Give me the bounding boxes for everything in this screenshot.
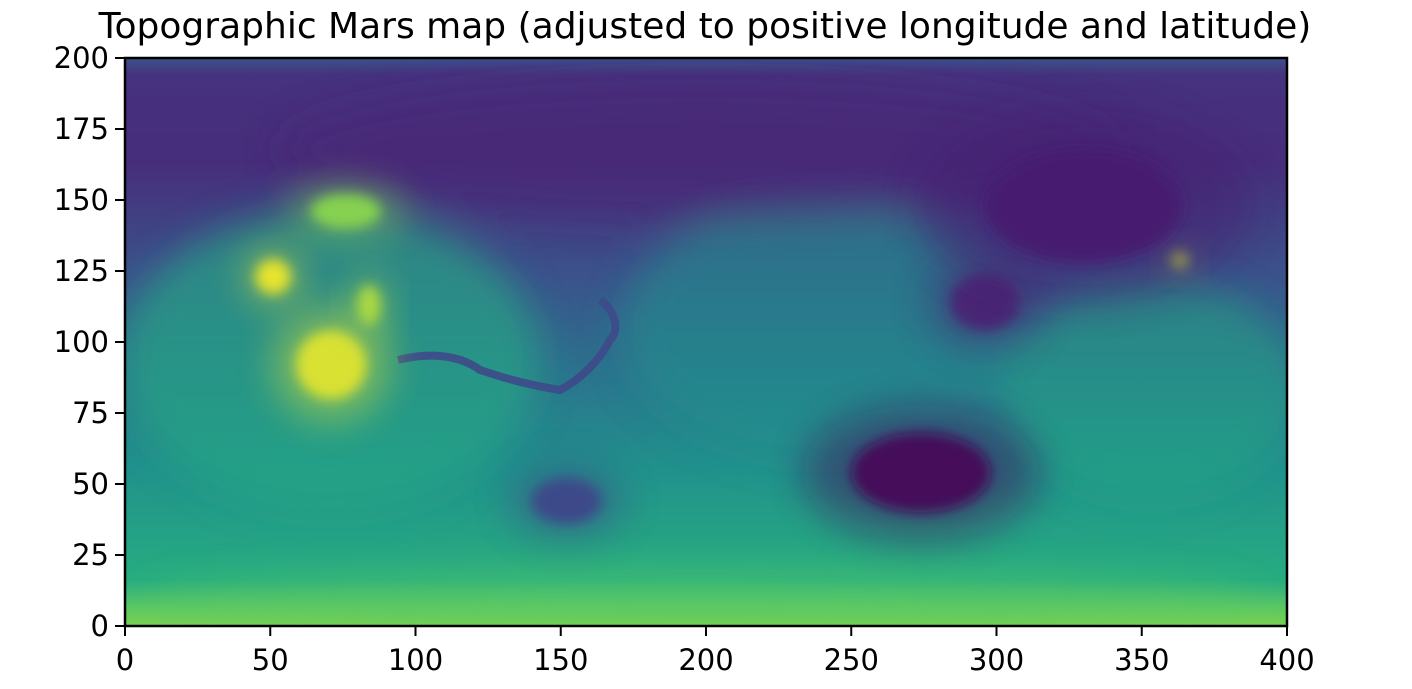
y-axis: 0 25 50 75 100 125 150 175 200 xyxy=(54,41,125,643)
y-tick-label: 75 xyxy=(72,396,109,430)
x-tick-label: 50 xyxy=(252,643,289,677)
y-tick-label: 125 xyxy=(54,254,109,288)
canyon-system xyxy=(397,296,620,395)
y-tick-label: 50 xyxy=(72,467,109,501)
y-tick-label: 25 xyxy=(72,538,109,572)
highland-region-east xyxy=(1000,280,1287,500)
highland-region-center xyxy=(620,200,1020,460)
x-tick-label: 150 xyxy=(533,643,588,677)
southern-band xyxy=(140,570,1260,626)
highland-peak-1 xyxy=(310,194,381,229)
y-tick-label: 175 xyxy=(54,112,109,146)
highland-peak-2 xyxy=(296,330,367,399)
x-tick-label: 0 xyxy=(116,643,134,677)
lowland-basin-8 xyxy=(984,148,1183,263)
highland-peak-0 xyxy=(255,259,291,294)
y-tick-label: 200 xyxy=(54,41,109,75)
x-tick-label: 300 xyxy=(969,643,1024,677)
x-axis: 0 50 100 150 200 250 300 350 400 xyxy=(116,626,1315,677)
x-tick-label: 400 xyxy=(1259,643,1314,677)
y-tick-label: 100 xyxy=(54,325,109,359)
lowland-basin-5 xyxy=(851,432,991,513)
chart-title: Topographic Mars map (adjusted to positi… xyxy=(98,6,1312,47)
northern-lowland xyxy=(280,80,1120,220)
y-tick-label: 0 xyxy=(91,609,109,643)
x-tick-label: 350 xyxy=(1114,643,1169,677)
x-tick-label: 100 xyxy=(388,643,443,677)
highland-peak-3 xyxy=(357,285,381,325)
lowland-basin-6 xyxy=(531,478,602,524)
y-tick-label: 150 xyxy=(54,183,109,217)
features-layer xyxy=(243,109,1252,541)
x-tick-label: 250 xyxy=(824,643,879,677)
x-tick-label: 200 xyxy=(678,643,733,677)
plot-area xyxy=(125,58,1287,626)
